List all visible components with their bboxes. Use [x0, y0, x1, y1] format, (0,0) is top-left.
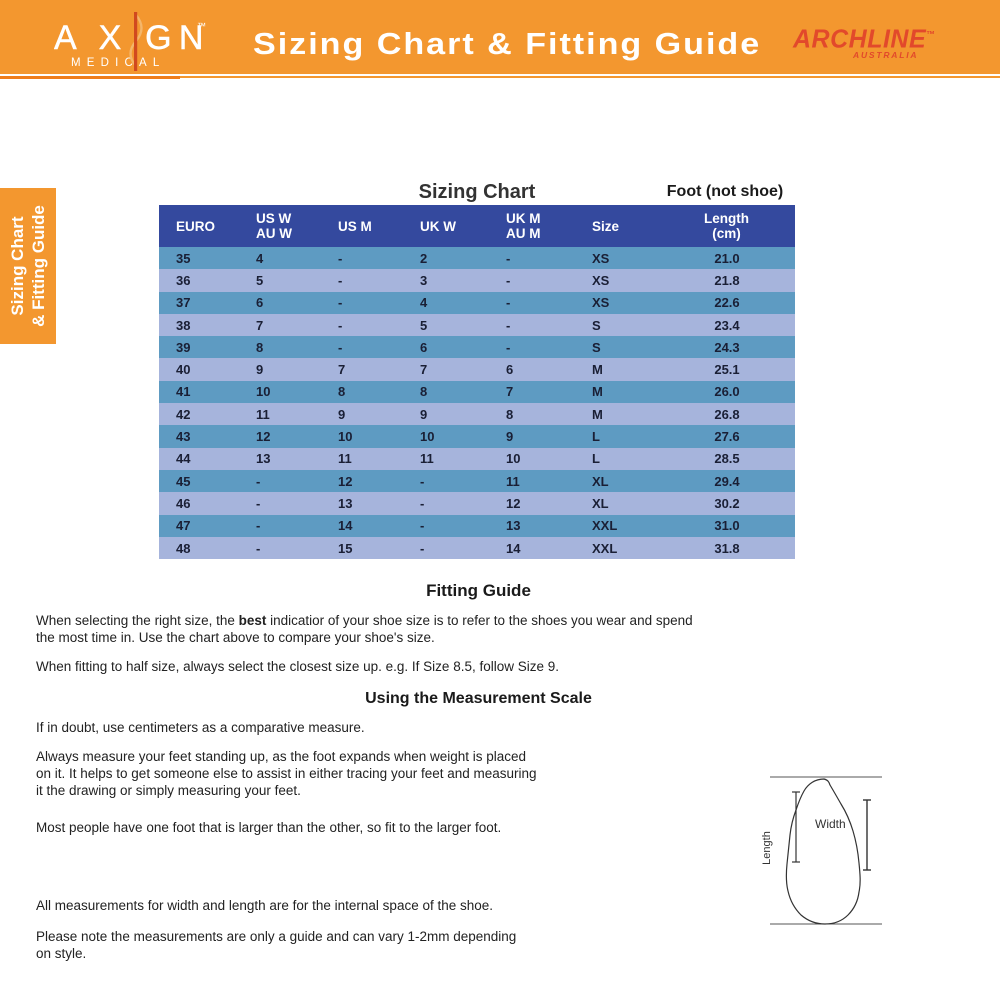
svg-text:A X GN: A X GN [54, 19, 211, 57]
svg-text:™: ™ [197, 21, 206, 31]
svg-text:MEDICAL: MEDICAL [71, 57, 166, 69]
svg-text:Length: Length [761, 831, 773, 865]
svg-text:Width: Width [815, 817, 846, 831]
